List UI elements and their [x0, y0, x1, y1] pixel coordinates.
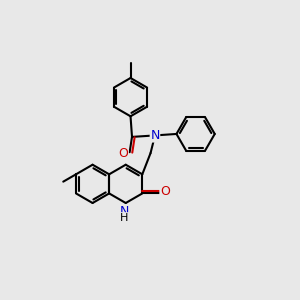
Text: N: N — [150, 129, 160, 142]
Text: N: N — [120, 205, 129, 218]
Text: O: O — [160, 185, 170, 199]
Text: H: H — [120, 213, 128, 223]
Text: O: O — [118, 147, 128, 160]
